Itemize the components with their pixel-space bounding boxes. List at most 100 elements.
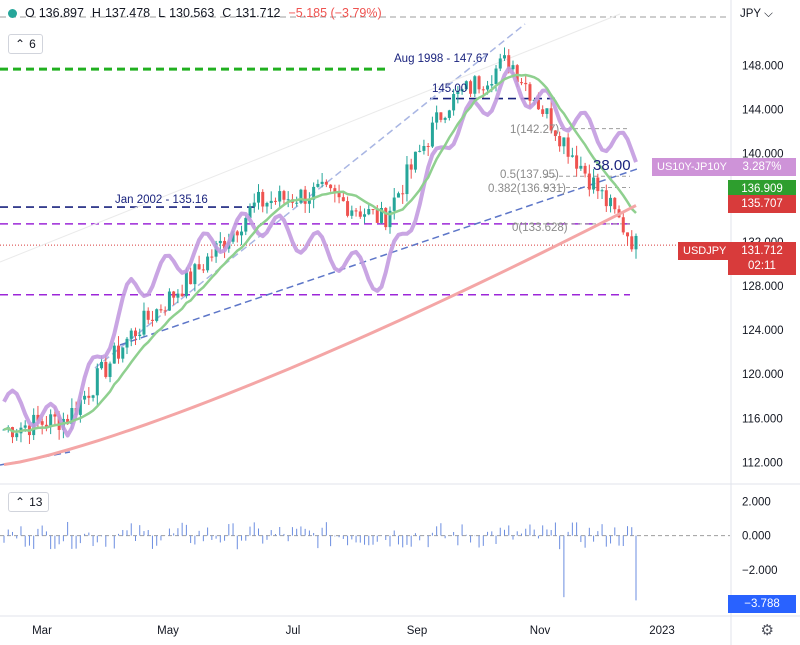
spread-tag: US10Y-JP10Y <box>652 158 732 176</box>
candle-body <box>545 108 549 114</box>
candle-body <box>197 264 201 270</box>
candle-body <box>256 191 260 203</box>
x-tick-label: 2023 <box>649 625 675 637</box>
candle-body <box>396 193 400 198</box>
usdjpy-tag: USDJPY <box>678 242 732 260</box>
high-label: H <box>91 6 101 20</box>
candle-body <box>528 84 532 101</box>
candle-body <box>549 108 553 131</box>
candle-body <box>553 130 557 137</box>
countdown-label: 02:11 <box>728 257 796 275</box>
spread-value-label: 3.287% <box>728 158 796 176</box>
green-ma-value-label: 136.909 <box>728 180 796 198</box>
oscillator-series <box>3 521 637 601</box>
candle-body <box>235 231 239 236</box>
currency-text: JPY <box>740 8 761 20</box>
y-tick-label: 148.000 <box>742 60 784 72</box>
candle-body <box>626 232 630 237</box>
level-annotation: 0.5(137.95) <box>500 169 559 181</box>
main-indicators-toggle[interactable]: ⌃ 6 <box>8 34 43 54</box>
candle-body <box>312 186 316 200</box>
level-annotation: 1(142.27) <box>510 124 559 136</box>
trend-line-faint <box>0 13 621 263</box>
open-label: O <box>25 6 35 20</box>
candle-body <box>138 334 142 337</box>
candle-body <box>125 338 129 348</box>
candle-body <box>511 65 515 70</box>
chevron-up-icon: ⌃ <box>15 495 26 509</box>
candle-body <box>507 55 511 70</box>
candle-body <box>524 82 528 85</box>
candle-body <box>447 110 451 118</box>
candle-body <box>210 256 214 258</box>
candle-body <box>566 137 570 157</box>
candle-body <box>418 150 422 152</box>
high-value: 137.478 <box>104 6 151 20</box>
candle-body <box>405 164 409 195</box>
x-tick-label: Sep <box>407 625 427 637</box>
chevron-up-icon: ⌃ <box>15 37 26 51</box>
candle-body <box>248 206 252 218</box>
y-tick-label: 116.000 <box>742 413 783 425</box>
oscillator-value-label: −3.788 <box>728 595 796 613</box>
candle-body <box>193 264 197 285</box>
candle-body <box>269 200 273 204</box>
x-tick-label: Mar <box>32 625 52 637</box>
open-value: 136.897 <box>38 6 84 20</box>
candle-body <box>112 345 116 364</box>
x-tick-label: Nov <box>530 625 551 637</box>
market-status-icon <box>8 8 17 18</box>
pink-moving-average <box>3 204 637 467</box>
candle-body <box>536 99 540 110</box>
candle-body <box>439 112 443 120</box>
candle-body <box>44 424 48 428</box>
candle-body <box>579 165 583 169</box>
red-ma-value-label: 135.707 <box>728 195 796 213</box>
candle-body <box>2 429 6 431</box>
candle-body <box>299 189 303 203</box>
candle-body <box>575 155 579 169</box>
main-indicator-count: 6 <box>29 37 36 51</box>
candle-body <box>583 165 587 174</box>
candle-body <box>498 58 502 69</box>
candle-body <box>244 217 248 232</box>
candle-body <box>324 181 328 185</box>
gear-icon[interactable]: ⚙ <box>760 622 774 639</box>
candle-body <box>23 425 27 428</box>
candle-body <box>108 363 112 377</box>
candle-body <box>70 407 74 425</box>
candle-body <box>621 217 625 233</box>
candle-body <box>443 117 447 120</box>
candle-body <box>206 256 210 271</box>
candle-body <box>452 94 456 111</box>
x-tick-label: Jul <box>286 625 301 637</box>
candle-body <box>40 421 44 425</box>
level-annotation: 38.00 <box>593 157 631 174</box>
candle-body <box>634 235 638 250</box>
candle-body <box>358 211 362 217</box>
sub-indicators-toggle[interactable]: ⌃ 13 <box>8 492 50 512</box>
candle-body <box>337 192 341 198</box>
candle-body <box>95 368 99 396</box>
candle-body <box>36 414 40 422</box>
level-annotation: Jan 2002 - 135.16 <box>115 194 208 206</box>
candle-body <box>180 293 184 297</box>
candle-body <box>78 399 82 415</box>
candle-body <box>104 361 108 377</box>
candle-body <box>587 173 591 190</box>
candle-body <box>286 199 290 201</box>
candle-body <box>265 203 269 207</box>
candle-body <box>282 191 286 200</box>
candle-body <box>53 414 57 417</box>
spread-line <box>2 66 638 438</box>
candle-body <box>223 240 227 249</box>
candle-body <box>91 395 95 398</box>
candle-body <box>307 199 311 204</box>
candle-body <box>15 433 19 438</box>
candle-body <box>303 189 307 204</box>
candle-body <box>570 155 574 157</box>
candle-body <box>460 89 464 92</box>
candle-body <box>273 200 277 202</box>
candle-body <box>261 191 265 207</box>
